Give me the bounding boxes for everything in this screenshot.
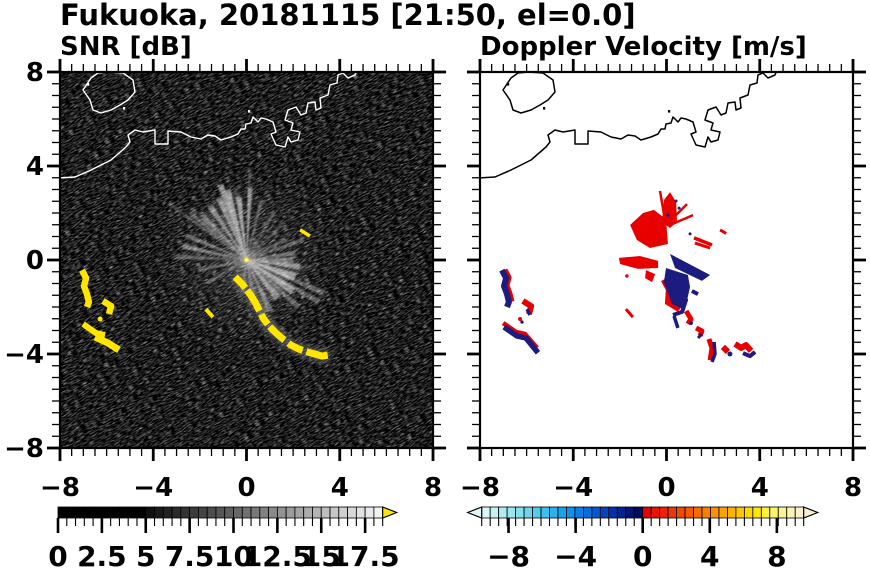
velocity-colorbar: −8 −4 0 4 8 <box>466 506 820 570</box>
tick-marks <box>47 59 446 461</box>
vel-overflow-arrow <box>803 506 820 519</box>
x-tick-label: 8 <box>844 473 862 503</box>
snr-panel <box>47 59 446 461</box>
snr-colorbar-label: 12.5 <box>243 540 312 570</box>
velocity-plot-area <box>480 72 853 448</box>
x-tick-label: 4 <box>751 473 769 503</box>
x-tick-label: 0 <box>657 473 675 503</box>
y-tick-label: 0 <box>26 246 44 276</box>
snr-colorbar-label: 17.5 <box>331 540 400 570</box>
vel-colorbar-label: 4 <box>700 540 719 570</box>
velocity-panel-title: Doppler Velocity [m/s] <box>480 32 807 62</box>
x-tick-label: −4 <box>553 473 593 503</box>
y-tick-label: 8 <box>26 58 44 88</box>
vel-colorbar-label: −8 <box>487 540 530 570</box>
x-tick-label: −4 <box>133 473 173 503</box>
x-tick-label: −8 <box>40 473 80 503</box>
snr-colorbar-label: 5 <box>136 540 155 570</box>
axis-tick-labels: −8 −8 −4 −4 0 0 4 4 8 8 8 4 0 −4 −8 <box>4 58 862 503</box>
y-tick-label: 4 <box>26 152 44 182</box>
tick-marks <box>467 59 866 461</box>
velocity-panel <box>467 59 866 461</box>
vel-colorbar-label: 8 <box>767 540 786 570</box>
snr-colorbar-label: 10 <box>214 540 253 570</box>
figure-title: Fukuoka, 20181115 [21:50, el=0.0] <box>60 0 636 32</box>
snr-colorbar-label: 15 <box>302 540 341 570</box>
snr-colorbar-label: 2.5 <box>77 540 127 570</box>
y-tick-label: −8 <box>4 434 44 464</box>
x-tick-label: −8 <box>460 473 500 503</box>
snr-plot-area <box>60 72 433 448</box>
snr-colorbar-label: 7.5 <box>165 540 215 570</box>
vel-colorbar-label: −4 <box>554 540 597 570</box>
snr-panel-title: SNR [dB] <box>60 32 192 62</box>
y-tick-label: −4 <box>4 340 44 370</box>
radar-site-gap <box>662 255 671 265</box>
negative-velocity-echoes <box>499 199 757 363</box>
x-tick-label: 0 <box>237 473 255 503</box>
snr-overflow-arrow <box>382 506 399 519</box>
x-tick-label: 4 <box>331 473 349 503</box>
high-snr-echoes <box>79 228 331 360</box>
vel-colorbar-label: 0 <box>633 540 652 570</box>
x-tick-label: 8 <box>424 473 442 503</box>
snr-colorbar-label: 0 <box>48 540 67 570</box>
vel-underflow-arrow <box>466 506 483 519</box>
